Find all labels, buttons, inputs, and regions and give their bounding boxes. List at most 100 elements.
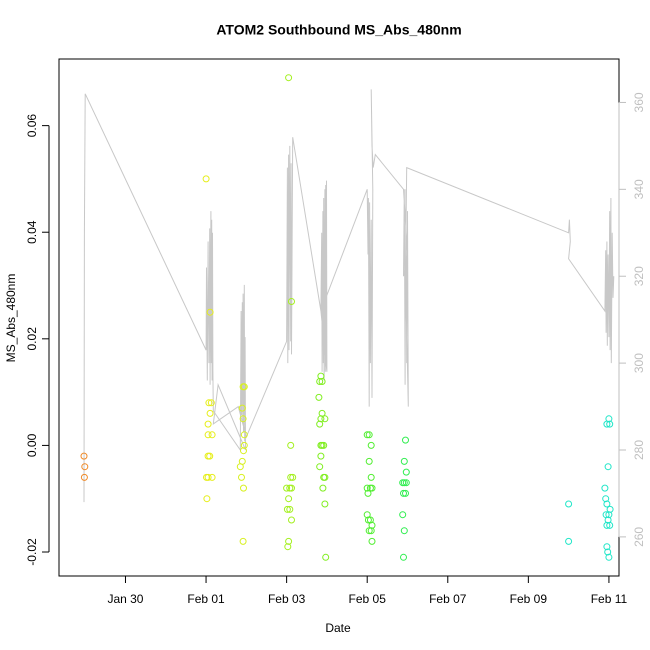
data-point [81,463,89,471]
data-point [322,553,330,561]
data-point [208,431,216,439]
data-point [238,457,246,465]
data-point [204,473,212,481]
data-point [365,431,373,439]
series-layer [80,74,615,561]
secondary-tick-label: 300 [632,353,646,373]
data-point [318,378,326,385]
x-tick-label: Feb 05 [349,592,387,606]
data-point [399,511,407,519]
data-point [604,463,612,471]
data-point [400,527,408,535]
data-point [565,500,573,508]
data-point [402,489,409,497]
data-point [319,484,327,492]
x-tick-label: Jan 30 [107,592,143,606]
data-point [285,495,293,503]
data-point [368,537,376,545]
data-point [204,431,212,439]
data-point [289,473,297,481]
data-point [204,420,212,428]
data-point [400,489,407,497]
data-point [206,308,214,316]
secondary-tick-label: 320 [632,266,646,286]
data-point [316,378,324,385]
data-point [605,415,613,423]
y-tick-label: 0.00 [25,433,39,457]
secondary-tick-label: 280 [632,440,646,460]
data-point [80,452,88,460]
data-point [283,484,291,492]
x-tick-label: Feb 09 [510,592,548,606]
data-point [284,543,292,551]
data-point [239,415,247,423]
data-point [363,431,371,439]
y-axis-label: MS_Abs_480nm [4,274,18,363]
y-tick-label: -0.02 [25,538,39,566]
data-point [287,441,295,449]
data-point [565,537,573,545]
data-point [283,505,291,513]
data-point [601,484,609,492]
y-tick-label: 0.02 [25,327,39,351]
data-point [368,521,376,529]
data-point [364,516,372,524]
data-point [285,74,293,82]
data-point [240,383,248,391]
data-point [604,548,612,556]
data-point [285,537,293,545]
data-point [367,473,375,481]
data-point [205,399,213,407]
x-tick-label: Feb 03 [268,592,306,606]
y-tick-label: 0.06 [25,114,39,138]
data-point [208,473,216,481]
data-point [206,409,214,417]
data-point [288,484,295,492]
data-point [317,452,325,460]
data-point [240,484,247,492]
data-point [318,441,326,449]
x-tick-label: Feb 11 [591,592,628,606]
secondary-trace-line [83,89,615,503]
data-point [606,505,614,513]
data-point [317,415,325,423]
secondary-tick-label: 360 [632,92,646,112]
chart-title: ATOM2 Southbound MS_Abs_480nm [216,22,461,38]
plot-frame [58,58,620,577]
data-point [287,473,295,481]
data-point [402,436,409,444]
axes-layer: -0.02 0.00 0.02 0.04 0.06 Jan 30 Feb 01 Feb 03 F… [25,92,646,606]
data-point [80,473,88,481]
data-point [368,484,376,492]
data-point [603,500,611,508]
data-point [402,468,410,476]
data-point [603,543,611,551]
data-point [288,516,295,524]
data-point [315,393,323,401]
data-point [365,457,373,465]
data-point [321,500,329,508]
data-point [605,553,613,561]
data-point [364,489,372,497]
data-point [203,495,211,503]
data-point [400,457,408,465]
data-point [363,511,371,519]
data-point [321,415,329,423]
data-point [367,527,375,535]
data-point [238,404,246,412]
data-point [240,447,247,455]
data-point [321,473,329,481]
data-point [367,441,375,449]
data-point [602,495,610,503]
data-point [606,420,614,428]
data-point [240,441,248,449]
data-point [606,521,614,529]
data-point [206,452,214,460]
data-point [402,479,410,487]
data-point [238,473,245,481]
data-point [605,511,613,519]
x-tick-label: Feb 01 [187,592,225,606]
secondary-tick-label: 340 [632,179,646,199]
